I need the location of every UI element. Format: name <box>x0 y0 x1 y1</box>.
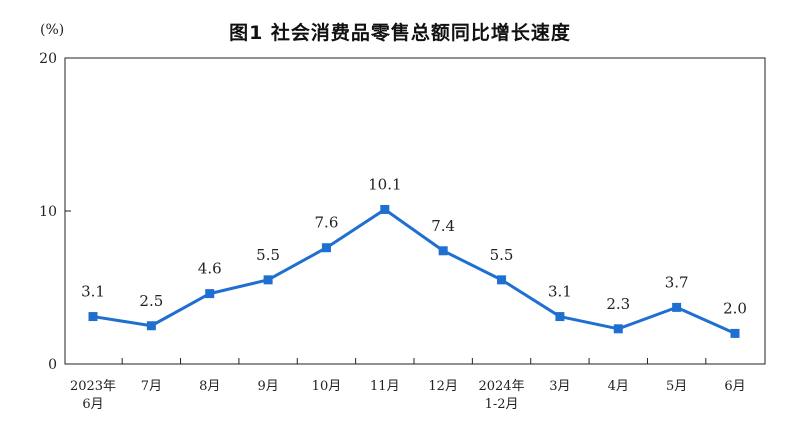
data-label: 5.5 <box>490 246 514 264</box>
x-tick-label: 3月 <box>549 379 570 394</box>
data-label: 3.1 <box>548 283 572 301</box>
data-point-marker <box>205 289 215 299</box>
x-tick-label: 6月 <box>724 379 745 394</box>
x-tick-label: 11月 <box>370 379 400 394</box>
x-tick-label: 8月 <box>199 379 220 394</box>
series-line <box>92 207 736 335</box>
data-label: 2.3 <box>606 295 630 313</box>
x-tick-label: 6月 <box>82 397 103 412</box>
data-label: 3.1 <box>81 283 105 301</box>
data-point-marker <box>380 204 390 214</box>
y-tick-label: 0 <box>48 357 57 373</box>
x-tick-label: 10月 <box>312 379 342 394</box>
data-label: 3.7 <box>665 273 689 291</box>
data-label: 7.4 <box>431 217 455 235</box>
y-tick-label: 10 <box>39 204 57 220</box>
data-point-marker <box>497 275 507 285</box>
data-label: 7.6 <box>315 214 339 232</box>
x-tick-label: 5月 <box>666 379 687 394</box>
plot-frame <box>64 57 766 365</box>
x-tick-label: 2023年 <box>70 379 116 394</box>
data-point-marker <box>263 275 273 285</box>
data-point-marker <box>146 321 156 331</box>
y-axis-unit-label: (%) <box>40 22 65 38</box>
y-tick-label: 20 <box>39 51 57 67</box>
data-point-marker <box>438 246 448 256</box>
data-label: 4.6 <box>198 260 222 278</box>
x-tick-label: 4月 <box>608 379 629 394</box>
data-label: 5.5 <box>256 246 280 264</box>
chart-title: 图1 社会消费品零售总额同比增长速度 <box>229 22 571 44</box>
x-tick-label: 9月 <box>257 379 278 394</box>
data-point-marker <box>321 243 331 253</box>
x-tick-label: 12月 <box>428 379 458 394</box>
x-tick-label: 1-2月 <box>485 397 519 412</box>
data-label: 2.0 <box>723 299 747 317</box>
x-tick-label: 2024年 <box>478 379 524 394</box>
data-label: 10.1 <box>368 175 401 193</box>
data-point-marker <box>88 312 98 322</box>
data-point-marker <box>555 312 565 322</box>
x-tick-label: 7月 <box>141 379 162 394</box>
data-point-marker <box>730 328 740 338</box>
data-label: 2.5 <box>139 292 163 310</box>
data-point-marker <box>672 302 682 312</box>
data-point-marker <box>613 324 623 334</box>
